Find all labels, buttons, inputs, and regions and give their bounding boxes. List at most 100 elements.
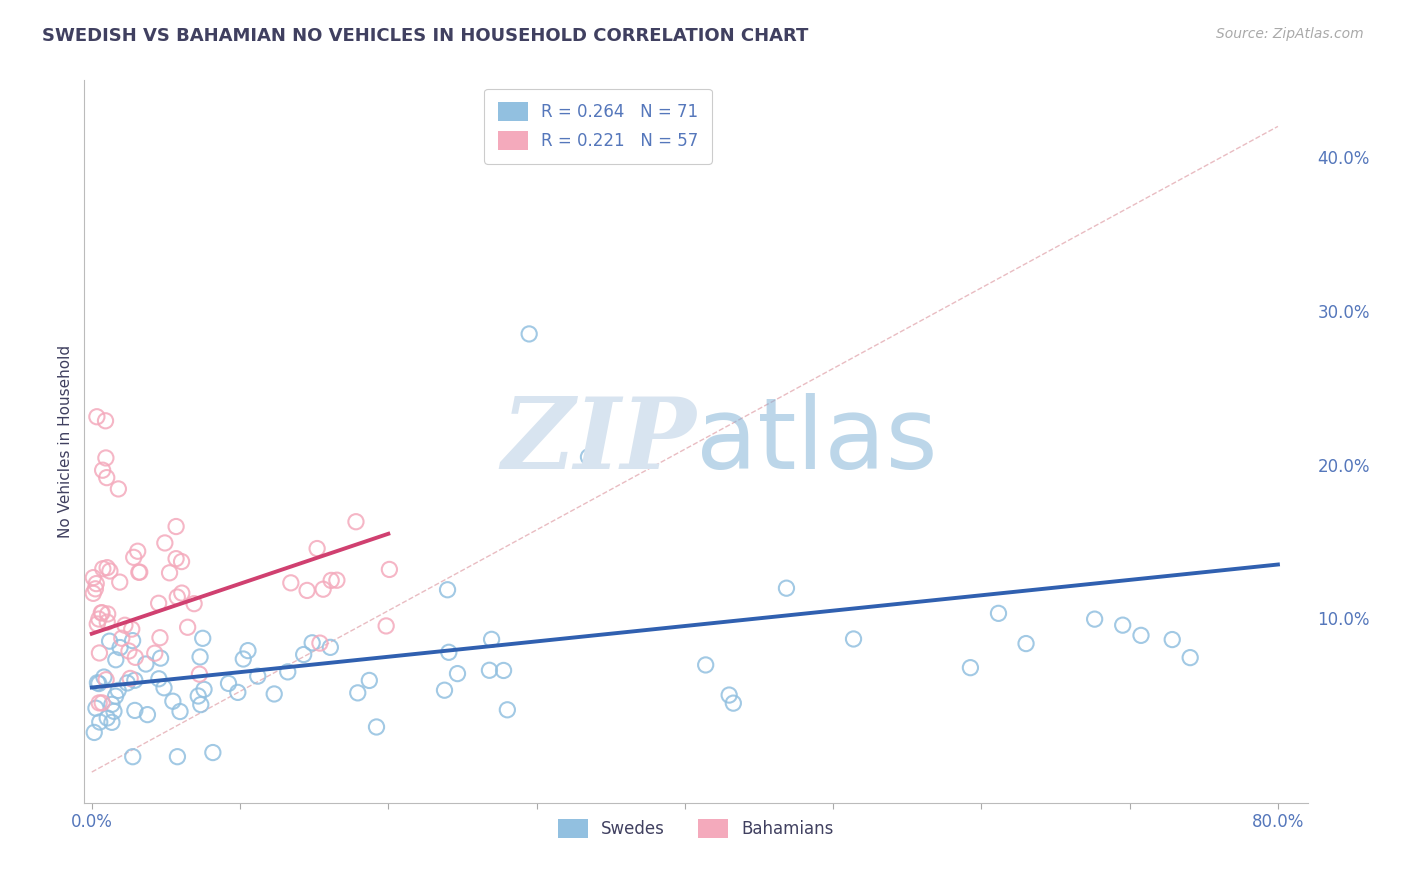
Point [578,450,600,464]
Point [375,619,398,633]
Point [149,631,172,645]
Point [93,670,115,684]
Point [191,632,214,646]
Point [959,661,981,675]
Legend: Swedes, Bahamians: Swedes, Bahamians [551,813,841,845]
Point [326,573,349,587]
Point [187,689,209,703]
Text: Source: ZipAtlas.com: Source: ZipAtlas.com [1216,27,1364,41]
Point [94,673,117,687]
Point [159,566,181,580]
Point [1015,636,1038,650]
Point [124,650,146,665]
Point [446,666,468,681]
Point [89,696,111,710]
Point [128,566,150,580]
Point [86,409,108,424]
Point [437,645,460,659]
Point [89,714,111,729]
Point [190,698,212,712]
Point [91,562,114,576]
Point [117,676,139,690]
Point [170,555,193,569]
Point [98,634,121,648]
Point [118,644,141,658]
Point [124,703,146,717]
Point [344,515,367,529]
Point [87,676,110,690]
Point [87,612,110,626]
Point [166,749,188,764]
Point [842,632,865,646]
Point [90,606,112,620]
Point [98,564,121,578]
Point [292,648,315,662]
Point [83,725,105,739]
Point [111,632,134,646]
Y-axis label: No Vehicles in Household: No Vehicles in Household [58,345,73,538]
Point [218,676,240,690]
Point [312,582,335,597]
Point [1084,612,1107,626]
Point [987,607,1010,621]
Point [695,657,717,672]
Point [121,749,143,764]
Point [481,632,503,647]
Point [1161,632,1184,647]
Text: atlas: atlas [696,393,938,490]
Point [236,643,259,657]
Text: SWEDISH VS BAHAMIAN NO VEHICLES IN HOUSEHOLD CORRELATION CHART: SWEDISH VS BAHAMIAN NO VEHICLES IN HOUSE… [42,27,808,45]
Point [280,575,302,590]
Point [89,646,111,660]
Point [723,696,745,710]
Point [176,620,198,634]
Point [82,586,104,600]
Point [226,685,249,699]
Point [153,681,176,695]
Point [82,571,104,585]
Point [127,544,149,558]
Point [121,622,143,636]
Point [309,636,332,650]
Point [188,667,211,681]
Point [366,720,388,734]
Point [91,606,114,620]
Point [108,640,131,655]
Point [301,636,323,650]
Point [91,696,114,710]
Point [143,646,166,660]
Point [107,683,129,698]
Point [166,590,188,604]
Point [1180,650,1202,665]
Point [84,582,107,596]
Point [104,689,127,703]
Point [96,470,118,484]
Point [108,575,131,590]
Point [114,618,136,632]
Point [277,665,299,679]
Point [263,687,285,701]
Point [91,463,114,477]
Point [120,672,142,686]
Point [188,650,211,665]
Point [135,657,157,671]
Point [96,711,118,725]
Point [321,574,343,588]
Point [128,565,150,579]
Point [101,715,124,730]
Point [346,686,368,700]
Point [492,664,515,678]
Point [101,698,124,712]
Point [295,583,318,598]
Point [124,673,146,688]
Point [104,653,127,667]
Point [122,550,145,565]
Point [121,633,143,648]
Point [97,607,120,621]
Point [96,615,118,629]
Point [433,683,456,698]
Point [86,617,108,632]
Point [94,450,117,465]
Point [103,704,125,718]
Point [478,663,501,677]
